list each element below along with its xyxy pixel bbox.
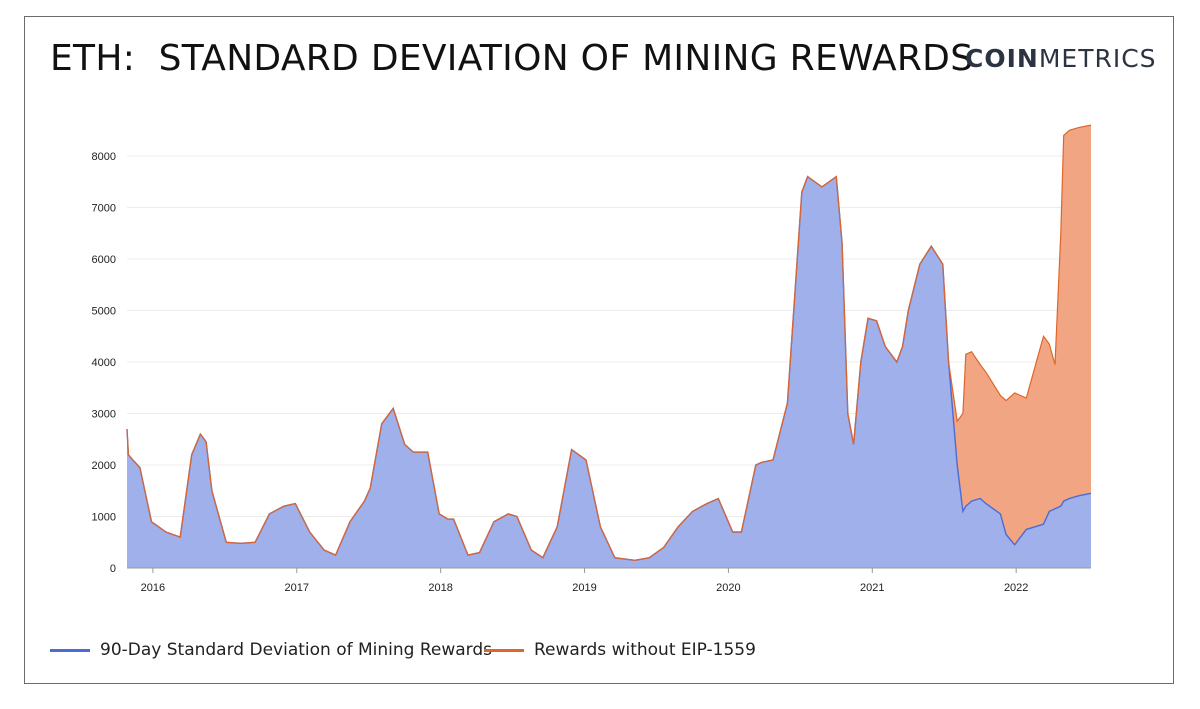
- y-tick-label-6000: 6000: [92, 254, 116, 266]
- y-tick-label-1000: 1000: [92, 512, 116, 524]
- x-tick-label-2019: 2019: [572, 582, 596, 594]
- logo-regular-text: METRICS: [1038, 44, 1157, 73]
- coinmetrics-logo: COINMETRICS: [965, 44, 1157, 73]
- y-tick-label-2000: 2000: [92, 460, 116, 472]
- series-area-std-dev: [127, 176, 1091, 568]
- legend-swatch-blue: [50, 648, 90, 652]
- series-line-without-eip1559: [126, 124, 1092, 561]
- x-tick-label-2021: 2021: [860, 582, 884, 594]
- x-tick-label-2017: 2017: [285, 582, 309, 594]
- legend-label-std-dev: 90-Day Standard Deviation of Mining Rewa…: [100, 640, 493, 660]
- chart-title: ETH: STANDARD DEVIATION OF MINING REWARD…: [50, 38, 974, 79]
- y-tick-label-8000: 8000: [92, 151, 116, 163]
- x-tick-label-2016: 2016: [141, 582, 165, 594]
- legend-swatch-orange: [484, 648, 524, 652]
- chart-frame: [24, 16, 1174, 684]
- x-tick-label-2018: 2018: [428, 582, 452, 594]
- y-tick-label-5000: 5000: [92, 306, 116, 318]
- y-tick-label-7000: 7000: [92, 203, 116, 215]
- y-tick-label-3000: 3000: [92, 409, 116, 421]
- x-tick-label-2020: 2020: [716, 582, 740, 594]
- legend-label-without-eip1559: Rewards without EIP-1559: [534, 640, 756, 660]
- y-tick-label-0: 0: [110, 563, 116, 575]
- x-tick-label-2022: 2022: [1004, 582, 1028, 594]
- legend-item-std-dev: 90-Day Standard Deviation of Mining Rewa…: [50, 640, 492, 660]
- legend-item-without-eip1559: Rewards without EIP-1559: [484, 640, 756, 660]
- logo-bold-text: COIN: [965, 44, 1039, 73]
- y-tick-label-4000: 4000: [92, 357, 116, 369]
